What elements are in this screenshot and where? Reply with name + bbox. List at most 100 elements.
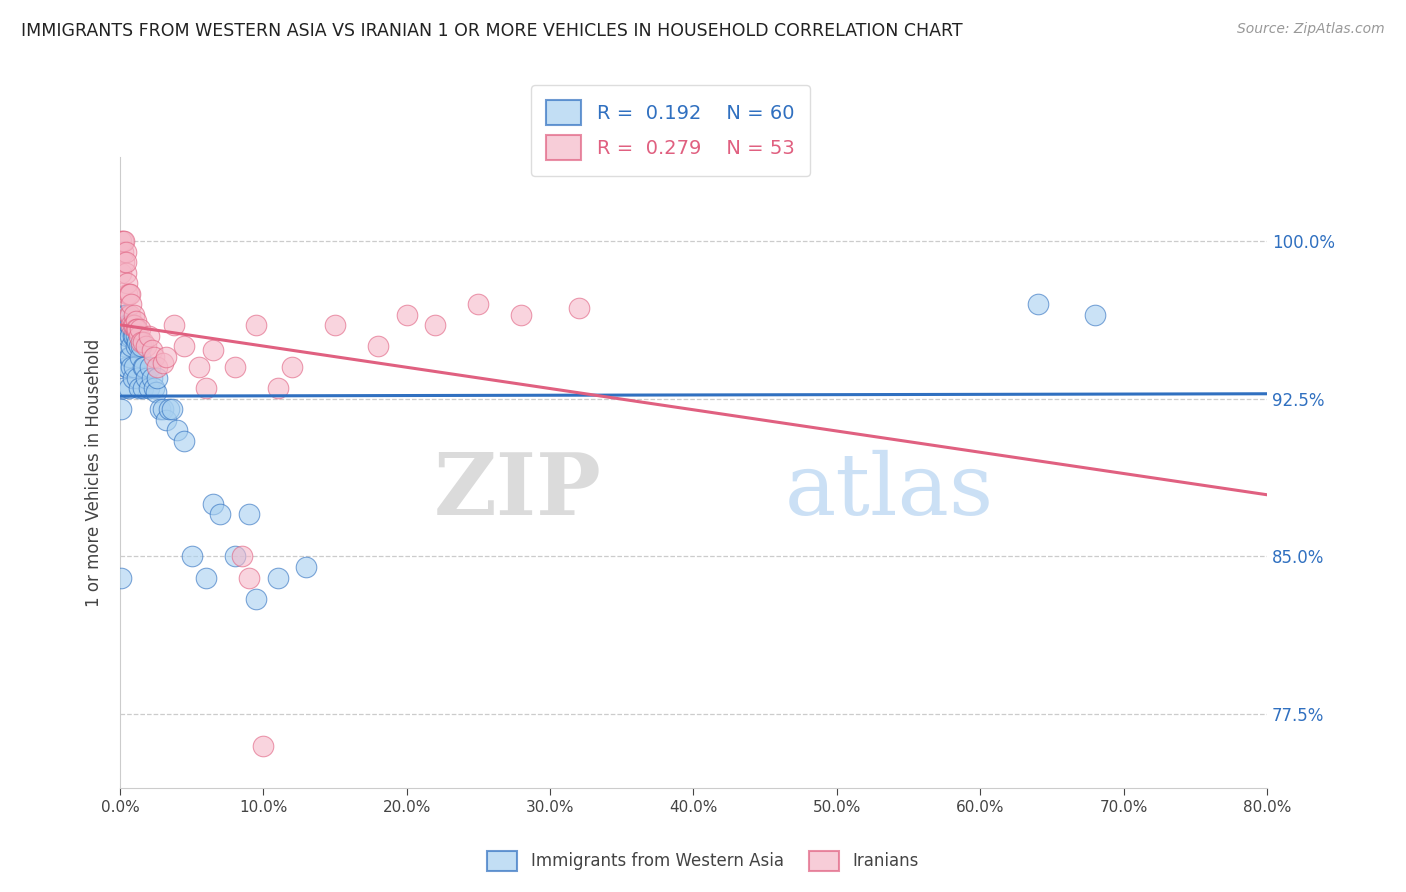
Point bbox=[117, 308, 139, 322]
Point bbox=[124, 360, 146, 375]
Point bbox=[155, 413, 177, 427]
Text: ZIP: ZIP bbox=[434, 450, 602, 533]
Point bbox=[118, 308, 141, 322]
Point bbox=[111, 244, 134, 259]
Point bbox=[395, 308, 418, 322]
Point bbox=[568, 301, 591, 316]
Point bbox=[143, 381, 166, 395]
Point bbox=[120, 339, 142, 353]
Point bbox=[118, 286, 141, 301]
Point bbox=[166, 423, 188, 437]
Point bbox=[238, 508, 260, 522]
Point bbox=[266, 381, 288, 395]
Point bbox=[160, 402, 183, 417]
Legend: R =  0.192    N = 60, R =  0.279    N = 53: R = 0.192 N = 60, R = 0.279 N = 53 bbox=[531, 85, 810, 176]
Point bbox=[224, 549, 246, 564]
Point bbox=[266, 570, 288, 584]
Point bbox=[152, 402, 174, 417]
Point bbox=[195, 570, 218, 584]
Point bbox=[135, 371, 157, 385]
Point bbox=[141, 343, 163, 358]
Point bbox=[124, 328, 146, 343]
Point bbox=[122, 371, 145, 385]
Point bbox=[367, 339, 389, 353]
Point bbox=[323, 318, 346, 333]
Point bbox=[180, 549, 202, 564]
Point bbox=[114, 308, 136, 322]
Point bbox=[115, 318, 138, 333]
Point bbox=[139, 360, 162, 375]
Point bbox=[122, 328, 145, 343]
Point bbox=[112, 234, 135, 248]
Point bbox=[122, 318, 145, 333]
Point bbox=[118, 328, 141, 343]
Point bbox=[202, 497, 225, 511]
Point bbox=[1084, 308, 1107, 322]
Point bbox=[163, 318, 186, 333]
Point bbox=[115, 360, 138, 375]
Point bbox=[135, 339, 157, 353]
Point bbox=[115, 328, 138, 343]
Point bbox=[129, 322, 152, 336]
Point bbox=[120, 297, 142, 311]
Point bbox=[115, 276, 138, 290]
Point bbox=[118, 350, 141, 364]
Point bbox=[125, 328, 148, 343]
Point bbox=[245, 318, 267, 333]
Point bbox=[114, 255, 136, 269]
Point bbox=[238, 570, 260, 584]
Point bbox=[111, 381, 134, 395]
Point bbox=[149, 402, 172, 417]
Point bbox=[134, 360, 156, 375]
Point bbox=[115, 286, 138, 301]
Point bbox=[132, 381, 155, 395]
Point bbox=[110, 570, 132, 584]
Point bbox=[118, 318, 141, 333]
Point bbox=[120, 318, 142, 333]
Point bbox=[209, 508, 232, 522]
Point bbox=[128, 381, 150, 395]
Point bbox=[128, 328, 150, 343]
Point bbox=[155, 350, 177, 364]
Point bbox=[138, 381, 160, 395]
Point bbox=[187, 360, 209, 375]
Point bbox=[111, 234, 134, 248]
Point bbox=[117, 318, 139, 333]
Point bbox=[1026, 297, 1049, 311]
Point bbox=[224, 360, 246, 375]
Point bbox=[129, 350, 152, 364]
Point bbox=[112, 308, 135, 322]
Point bbox=[117, 286, 139, 301]
Point bbox=[110, 266, 132, 280]
Point bbox=[117, 381, 139, 395]
Point bbox=[127, 371, 149, 385]
Point bbox=[125, 322, 148, 336]
Text: IMMIGRANTS FROM WESTERN ASIA VS IRANIAN 1 OR MORE VEHICLES IN HOUSEHOLD CORRELAT: IMMIGRANTS FROM WESTERN ASIA VS IRANIAN … bbox=[21, 22, 963, 40]
Point bbox=[114, 318, 136, 333]
Point bbox=[252, 739, 274, 753]
Point bbox=[157, 402, 180, 417]
Point bbox=[146, 371, 169, 385]
Point bbox=[173, 434, 195, 448]
Point bbox=[245, 591, 267, 606]
Point bbox=[124, 308, 146, 322]
Point bbox=[127, 322, 149, 336]
Point bbox=[124, 318, 146, 333]
Point bbox=[131, 334, 153, 349]
Point bbox=[141, 371, 163, 385]
Point bbox=[132, 334, 155, 349]
Legend: Immigrants from Western Asia, Iranians: Immigrants from Western Asia, Iranians bbox=[479, 842, 927, 880]
Point bbox=[112, 339, 135, 353]
Point bbox=[125, 339, 148, 353]
Point bbox=[131, 339, 153, 353]
Point bbox=[132, 360, 155, 375]
Point bbox=[114, 244, 136, 259]
Point bbox=[467, 297, 489, 311]
Point bbox=[112, 255, 135, 269]
Point bbox=[510, 308, 533, 322]
Point bbox=[114, 360, 136, 375]
Point bbox=[146, 360, 169, 375]
Y-axis label: 1 or more Vehicles in Household: 1 or more Vehicles in Household bbox=[86, 338, 103, 607]
Point bbox=[138, 328, 160, 343]
Point bbox=[110, 234, 132, 248]
